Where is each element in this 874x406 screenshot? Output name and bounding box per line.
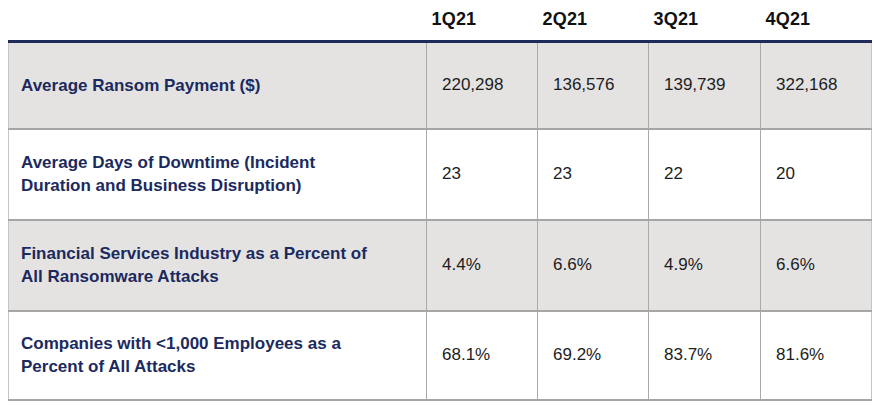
row-label: Average Ransom Payment ($) — [9, 42, 427, 129]
quarterly-stats-table: 1Q21 2Q21 3Q21 4Q21 Average Ransom Payme… — [8, 0, 872, 401]
cell-value: 83.7% — [649, 311, 761, 400]
cell-value: 220,298 — [427, 42, 538, 129]
cell-value: 23 — [538, 129, 649, 220]
row-label-line: Percent of All Attacks — [21, 355, 398, 378]
table-row-average-days-downtime: Average Days of Downtime (Incident Durat… — [9, 129, 872, 220]
cell-value: 22 — [649, 129, 761, 220]
cell-value: 68.1% — [427, 311, 538, 400]
row-label-line: Average Days of Downtime (Incident — [21, 151, 398, 174]
row-label: Financial Services Industry as a Percent… — [9, 220, 427, 311]
row-label: Companies with <1,000 Employees as a Per… — [9, 311, 427, 400]
table-row-average-ransom-payment: Average Ransom Payment ($) 220,298 136,5… — [9, 42, 872, 129]
table-row-small-companies-percent: Companies with <1,000 Employees as a Per… — [9, 311, 872, 400]
row-label: Average Days of Downtime (Incident Durat… — [9, 129, 427, 220]
column-header-4q21: 4Q21 — [761, 0, 872, 42]
table-row-financial-services-percent: Financial Services Industry as a Percent… — [9, 220, 872, 311]
cell-value: 6.6% — [538, 220, 649, 311]
column-header-1q21: 1Q21 — [427, 0, 538, 42]
row-label-line: All Ransomware Attacks — [21, 265, 398, 288]
corner-cell — [9, 0, 427, 42]
cell-value: 136,576 — [538, 42, 649, 129]
cell-value: 4.4% — [427, 220, 538, 311]
cell-value: 81.6% — [761, 311, 872, 400]
column-header-3q21: 3Q21 — [649, 0, 761, 42]
row-label-line: Financial Services Industry as a Percent… — [21, 242, 398, 265]
row-label-line: Duration and Business Disruption) — [21, 174, 398, 197]
cell-value: 23 — [427, 129, 538, 220]
cell-value: 322,168 — [761, 42, 872, 129]
cell-value: 20 — [761, 129, 872, 220]
header-row: 1Q21 2Q21 3Q21 4Q21 — [9, 0, 872, 42]
row-label-line: Average Ransom Payment ($) — [21, 74, 398, 97]
cell-value: 69.2% — [538, 311, 649, 400]
ransomware-stats-figure: 1Q21 2Q21 3Q21 4Q21 Average Ransom Payme… — [0, 0, 874, 406]
column-header-2q21: 2Q21 — [538, 0, 649, 42]
row-label-line: Companies with <1,000 Employees as a — [21, 332, 398, 355]
cell-value: 139,739 — [649, 42, 761, 129]
cell-value: 6.6% — [761, 220, 872, 311]
cell-value: 4.9% — [649, 220, 761, 311]
